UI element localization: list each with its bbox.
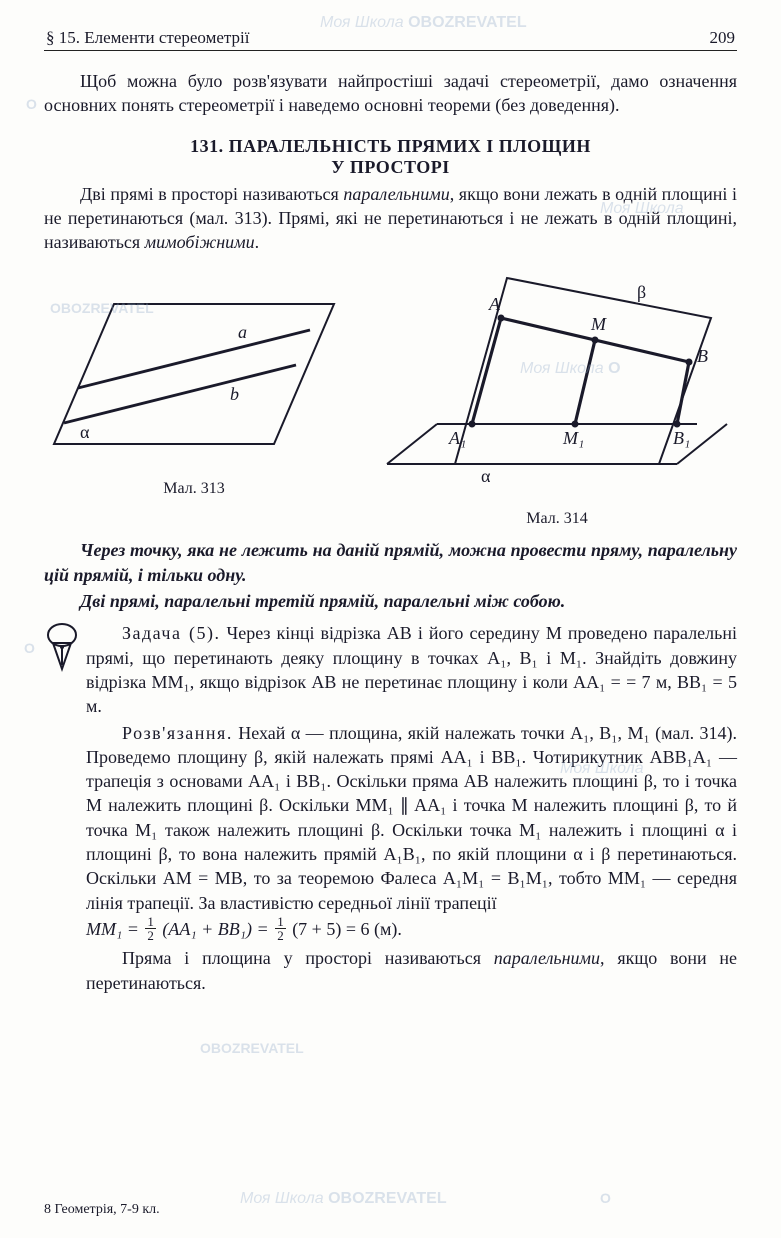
alpha-left-edge: [387, 424, 437, 464]
fig313-label-alpha: α: [80, 422, 90, 442]
point-b: [686, 359, 693, 366]
figure-314-caption: Мал. 314: [526, 510, 587, 528]
definition-paragraph: Дві прямі в просторі називаються паралел…: [44, 182, 737, 255]
def-part-a: Дві прямі в просторі називаються: [80, 184, 343, 204]
solution-label: Розв'язання.: [122, 723, 233, 743]
problem-statement: Задача (5). Через кінці відрізка AB і йо…: [86, 621, 737, 718]
section-title-line2: У ПРОСТОРІ: [44, 157, 737, 178]
fig313-label-b: b: [230, 384, 239, 404]
solution-text: Нехай α — площина, якій належать точки A…: [86, 723, 737, 913]
label-a1: A₁: [448, 428, 466, 448]
header-rule: [44, 50, 737, 51]
watermark: O: [600, 1190, 611, 1206]
figure-314-svg: A M B A₁ M₁ B₁ α β: [377, 264, 737, 504]
watermark: OBOZREVATEL: [200, 1040, 304, 1056]
label-b: B: [697, 346, 708, 366]
point-b1: [674, 421, 681, 428]
formula-a: MM₁ =: [86, 919, 143, 939]
theorem-2: Дві прямі, паралельні третій прямій, пар…: [44, 589, 737, 613]
point-m: [592, 337, 599, 344]
closing-a: Пряма і площина у просторі називаються: [122, 948, 494, 968]
term-parallel: паралельними: [343, 184, 449, 204]
watermark: O: [26, 96, 37, 112]
page-number: 209: [710, 28, 736, 48]
running-header: § 15. Елементи стереометрії 209: [44, 28, 737, 48]
problem-label: Задача (5).: [122, 623, 220, 643]
label-alpha: α: [481, 466, 491, 486]
closing-definition: Пряма і площина у просторі називаються п…: [86, 946, 737, 995]
label-beta: β: [637, 282, 646, 302]
problem-block: Задача (5). Через кінці відрізка AB і йо…: [44, 619, 737, 997]
term-skew: мимобіжними: [145, 232, 255, 252]
label-b1: B₁: [673, 428, 690, 448]
formula-line: MM₁ = 12 (AA₁ + BB₁) = 12 (7 + 5) = 6 (м…: [86, 917, 737, 944]
fig313-label-a: a: [238, 322, 247, 342]
figure-314: A M B A₁ M₁ B₁ α β Мал. 314: [377, 264, 737, 528]
def-part-c: .: [255, 232, 260, 252]
fig313-line-b: [64, 365, 296, 423]
page: § 15. Елементи стереометрії 209 Щоб можн…: [0, 0, 781, 1238]
section-heading: 131. ПАРАЛЕЛЬНІСТЬ ПРЯМИХ І ПЛОЩИН У ПРО…: [44, 136, 737, 178]
fig313-line-a: [78, 330, 310, 388]
pen-nib-icon: [44, 623, 80, 680]
figure-313: a b α Мал. 313: [44, 264, 344, 498]
intro-paragraph: Щоб можна було розв'язувати найпростіші …: [44, 69, 737, 118]
closing-term: паралельними: [494, 948, 600, 968]
point-a1: [469, 421, 476, 428]
figures-row: a b α Мал. 313: [44, 264, 737, 528]
section-title-line1: ПАРАЛЕЛЬНІСТЬ ПРЯМИХ І ПЛОЩИН: [229, 136, 591, 156]
section-number: 131.: [190, 136, 224, 156]
watermark: O: [24, 640, 35, 656]
fraction-1: 12: [145, 915, 156, 942]
problem-text: Задача (5). Через кінці відрізка AB і йо…: [86, 619, 737, 997]
solution-paragraph: Розв'язання. Нехай α — площина, якій нал…: [86, 721, 737, 915]
watermark: Моя Школа OBOZREVATEL: [240, 1190, 447, 1208]
fig313-plane: [54, 304, 334, 444]
figure-313-svg: a b α: [44, 264, 344, 474]
label-a: A: [488, 294, 501, 314]
fraction-2: 12: [275, 915, 286, 942]
theorem-1: Через точку, яка не лежить на даній прям…: [44, 538, 737, 587]
label-m: M: [590, 314, 607, 334]
point-a: [498, 315, 505, 322]
label-m1: M₁: [562, 428, 584, 448]
point-m1: [572, 421, 579, 428]
figure-313-caption: Мал. 313: [163, 480, 224, 498]
formula-b: (AA₁ + BB₁) =: [158, 919, 273, 939]
header-section: § 15. Елементи стереометрії: [46, 28, 249, 48]
footer-signature: 8 Геометрія, 7-9 кл.: [44, 1202, 160, 1218]
formula-c: (7 + 5) = 6 (м).: [288, 919, 402, 939]
